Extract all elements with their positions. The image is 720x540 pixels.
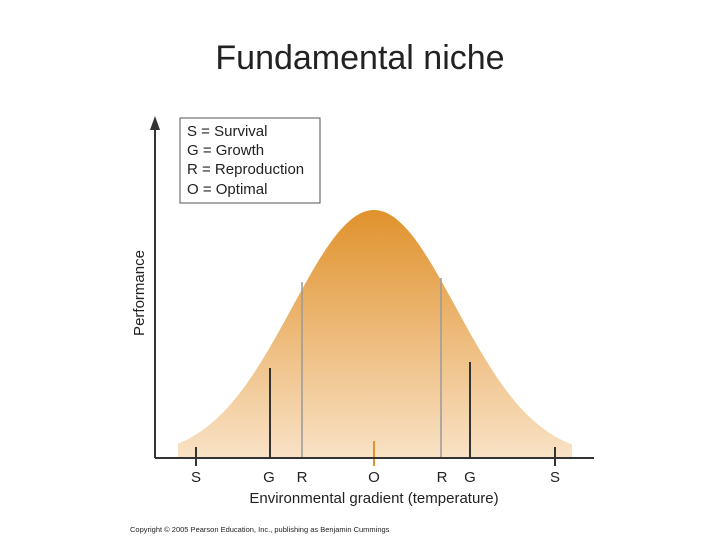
threshold-lines <box>195 278 556 466</box>
legend-entry: G = Growth <box>187 142 264 159</box>
gradient-labels: S G R O R G S <box>191 469 560 486</box>
x-axis-label: Environmental gradient (temperature) <box>249 490 498 507</box>
copyright: Copyright © 2005 Pearson Education, Inc.… <box>130 525 390 534</box>
legend-entry: S = Survival <box>187 123 267 140</box>
y-axis-arrow <box>150 116 160 130</box>
legend: S = Survival G = Growth R = Reproduction… <box>187 123 304 198</box>
performance-curve <box>178 210 572 458</box>
legend-entry: R = Reproduction <box>187 161 304 178</box>
legend-entry: O = Optimal <box>187 181 267 198</box>
gradient-label: R <box>297 469 308 486</box>
gradient-label: G <box>263 469 275 486</box>
gradient-label: S <box>550 469 560 486</box>
gradient-label: O <box>368 469 380 486</box>
y-axis-label: Performance <box>131 250 148 336</box>
legend-box <box>179 117 321 204</box>
title: Fundamental niche <box>215 39 504 77</box>
gradient-label: G <box>464 469 476 486</box>
gradient-label: S <box>191 469 201 486</box>
gradient-label: R <box>437 469 448 486</box>
